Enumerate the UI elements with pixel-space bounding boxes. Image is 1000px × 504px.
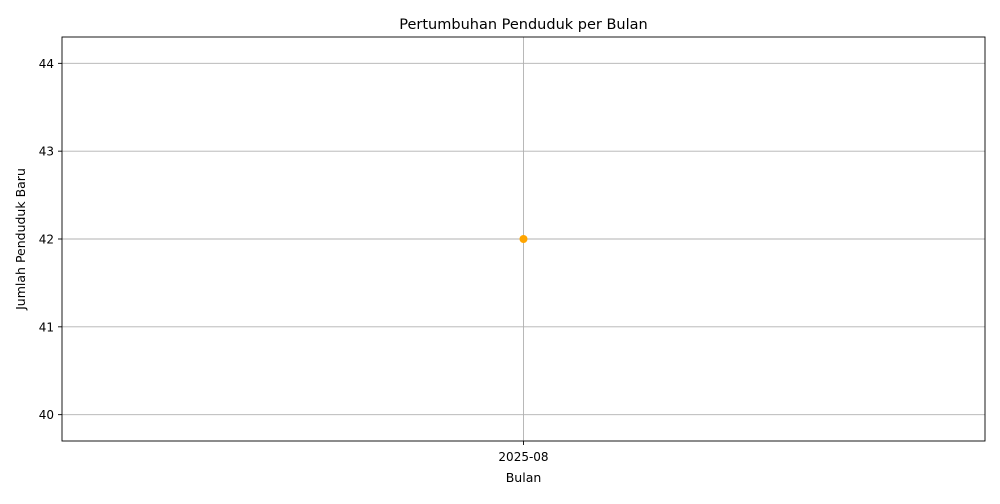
y-axis-label: Jumlah Penduduk Baru: [13, 168, 28, 311]
y-tick-label: 43: [39, 145, 54, 159]
y-tick-label: 40: [39, 408, 54, 422]
chart-title: Pertumbuhan Penduduk per Bulan: [399, 17, 647, 33]
x-tick-label: 2025-08: [498, 450, 548, 464]
data-marks: [519, 235, 528, 243]
y-tick-label: 41: [39, 320, 54, 334]
y-tick-label: 42: [39, 233, 54, 247]
x-axis-label: Bulan: [506, 470, 542, 485]
data-point: [519, 235, 528, 243]
tick-layer: 40 41 42 43 44 2025-08: [39, 57, 549, 464]
y-tick-label: 44: [39, 57, 54, 71]
